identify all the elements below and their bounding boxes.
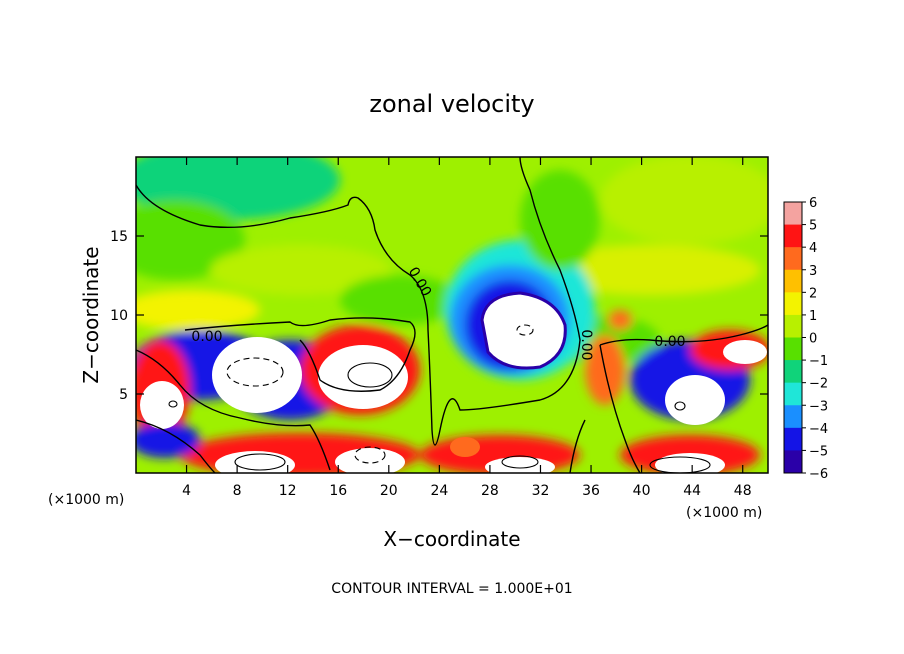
colorbar-swatch — [784, 247, 802, 271]
colorbar-tick-label: 1 — [809, 309, 817, 324]
colorbar-tick-label: −5 — [809, 444, 828, 459]
x-tick-label: 36 — [582, 483, 600, 499]
x-tick-label: 40 — [633, 483, 651, 499]
colorbar-swatch — [784, 405, 802, 429]
heatmap-field: 0.00 0.00 0.00 0.00 — [136, 157, 768, 473]
colorbar-tick-label: −3 — [809, 399, 828, 414]
x-scale-note: (×1000 m) — [686, 505, 762, 521]
colorbar-tick-label: 3 — [809, 264, 817, 279]
x-axis: 4 8 12 16 20 24 28 32 36 40 44 48 — [182, 157, 752, 499]
colorbar-swatch — [784, 224, 802, 248]
y-tick-label: 15 — [110, 229, 128, 245]
x-tick-label: 16 — [329, 483, 347, 499]
contour-interval-note: CONTOUR INTERVAL = 1.000E+01 — [331, 581, 572, 597]
colorbar-swatch — [784, 292, 802, 316]
x-tick-label: 24 — [430, 483, 448, 499]
colorbar-swatch — [784, 337, 802, 361]
y-scale-note: (×1000 m) — [48, 492, 124, 508]
colorbar-tick-label: −2 — [809, 377, 828, 392]
colorbar-swatch — [784, 382, 802, 406]
x-tick-label: 8 — [233, 483, 242, 499]
contour-label: 0.00 — [578, 329, 594, 360]
colorbar-swatch — [784, 269, 802, 293]
chart-title: zonal velocity — [369, 90, 534, 118]
colorbar-tick-label: 0 — [809, 332, 817, 347]
x-tick-label: 48 — [734, 483, 752, 499]
x-tick-label: 28 — [481, 483, 499, 499]
contour-label: 0.00 — [654, 334, 685, 350]
y-axis-label: Z−coordinate — [79, 246, 103, 383]
y-tick-label: 10 — [110, 308, 128, 324]
colorbar-swatch — [784, 427, 802, 451]
y-tick-label: 5 — [119, 387, 128, 403]
x-tick-label: 12 — [279, 483, 297, 499]
colorbar-swatch — [784, 360, 802, 384]
contour-label: 0.00 — [191, 329, 222, 345]
x-tick-label: 32 — [532, 483, 550, 499]
x-tick-label: 20 — [380, 483, 398, 499]
colorbar-tick-label: 4 — [809, 241, 817, 256]
colorbar-tick-label: 2 — [809, 286, 817, 301]
colorbar-swatch — [784, 450, 802, 474]
colorbar: 6 5 4 3 2 1 0 −1 −2 −3 −4 −5 −6 — [783, 196, 828, 482]
colorbar-tick-label: −1 — [809, 354, 828, 369]
x-tick-label: 44 — [683, 483, 701, 499]
colorbar-swatch — [784, 202, 802, 226]
colorbar-tick-label: −4 — [809, 422, 828, 437]
y-axis: 5 10 15 — [110, 229, 768, 403]
colorbar-tick-label: −6 — [809, 467, 828, 482]
colorbar-tick-label: 6 — [809, 196, 817, 211]
colorbar-tick-label: 5 — [809, 219, 817, 234]
x-axis-label: X−coordinate — [383, 527, 520, 551]
x-tick-label: 4 — [182, 483, 191, 499]
colorbar-swatch — [784, 314, 802, 338]
